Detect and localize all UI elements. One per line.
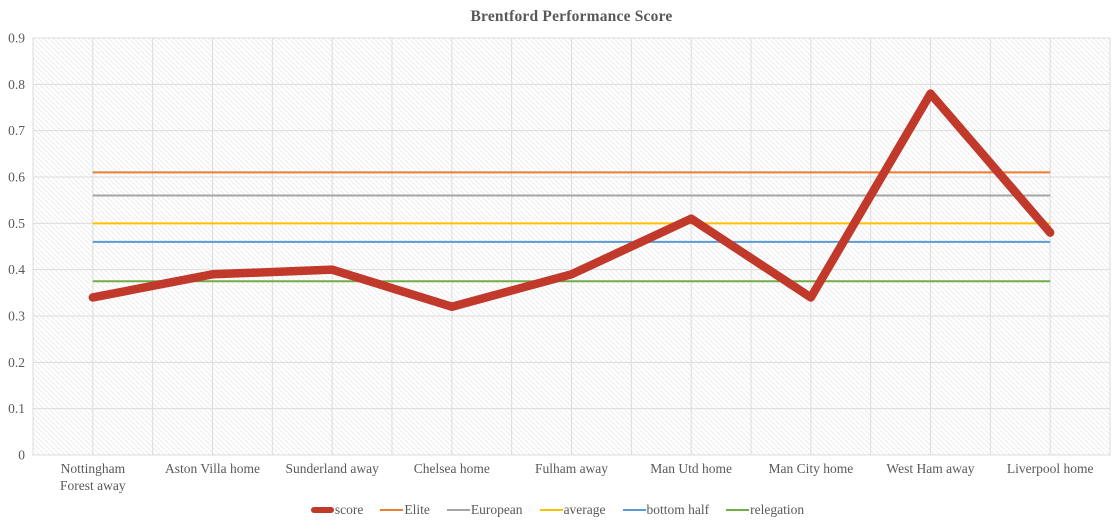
legend-label: European <box>470 502 523 517</box>
legend-item-elite: Elite <box>380 502 430 518</box>
y-tick-label: 0.2 <box>8 355 25 370</box>
legend-swatch-elite <box>380 509 404 511</box>
y-tick-label: 0.9 <box>8 31 25 46</box>
legend-label: Elite <box>404 502 430 517</box>
legend-item-european: European <box>446 502 523 518</box>
y-tick-label: 0.6 <box>8 170 25 185</box>
x-axis-label: Sunderland away <box>285 461 379 476</box>
legend-item-score: score <box>310 502 364 518</box>
x-axis-label: Liverpool home <box>1006 461 1094 476</box>
legend-swatch-bottom-half <box>622 509 646 511</box>
legend: score Elite European average bottom half rele… <box>0 502 1115 518</box>
legend-label: average <box>563 502 606 517</box>
legend-label: score <box>334 502 364 517</box>
legend-item-bottom-half: bottom half <box>622 502 710 518</box>
x-axis-label: Fulham away <box>534 461 609 476</box>
x-axis-label: Chelsea home <box>413 461 490 476</box>
y-tick-label: 0.4 <box>8 262 25 277</box>
y-tick-label: 0.7 <box>8 123 25 138</box>
y-tick-label: 0.3 <box>8 309 25 324</box>
chart-title: Brentford Performance Score <box>470 8 673 25</box>
legend-swatch-average <box>539 509 563 511</box>
y-tick-label: 0 <box>18 448 25 463</box>
y-tick-label: 0.8 <box>8 77 25 92</box>
y-tick-label: 0.5 <box>8 216 25 231</box>
legend-swatch-european <box>446 509 470 511</box>
y-tick-label: 0.1 <box>8 401 25 416</box>
series-score <box>88 89 1055 311</box>
x-axis-label: Man City home <box>768 461 854 476</box>
x-axis-label: Aston Villa home <box>165 461 260 476</box>
legend-label: relegation <box>750 502 805 517</box>
legend-item-average: average <box>539 502 606 518</box>
x-axis-label: Nottingham Forest away <box>60 461 126 493</box>
legend-item-relegation: relegation <box>726 502 804 518</box>
legend-swatch-relegation <box>726 509 750 511</box>
legend-swatch-score <box>310 507 334 513</box>
legend-label: bottom half <box>646 502 710 517</box>
x-axis-label: Man Utd home <box>650 461 733 476</box>
x-axis-label: West Ham away <box>886 461 975 476</box>
